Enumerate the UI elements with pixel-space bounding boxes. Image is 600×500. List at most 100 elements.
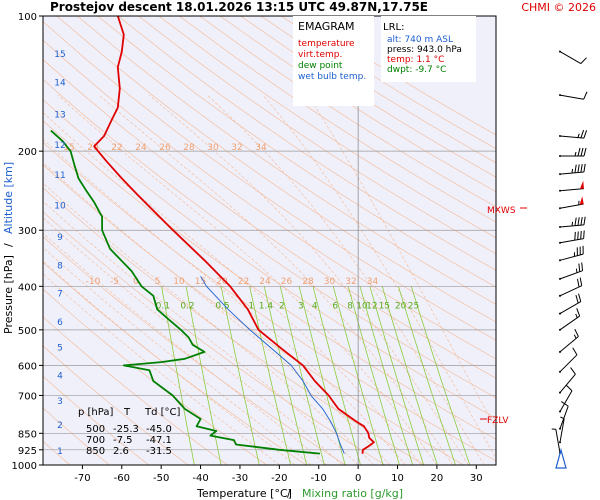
wind-barb-pennant	[579, 180, 584, 189]
wind-barb	[559, 196, 584, 210]
lrl-heading: LRL:	[383, 22, 404, 33]
level-table: p [hPa] T Td [°C] 500 -25.3 -45.0 700 -7…	[78, 407, 181, 457]
table-header-td: Td [°C]	[144, 407, 181, 418]
mixing-ratio-label: 12	[366, 301, 377, 311]
mixing-ratio-label: 0.1	[156, 301, 170, 311]
wind-barb	[559, 129, 588, 139]
legend-item-temperature: temperature	[298, 39, 355, 49]
wind-barb	[559, 230, 585, 244]
mixing-ratio-label: 2	[279, 301, 285, 311]
mixing-ratio-label: 4	[312, 301, 318, 311]
saturated-adiabat-line	[43, 200, 359, 465]
lrl-background	[381, 16, 476, 82]
dry-adiabat-line	[97, 16, 496, 288]
wind-barb	[559, 347, 578, 373]
x-tick-label: 10	[391, 473, 404, 484]
wind-barb-base	[559, 173, 561, 176]
dry-adiabat-line	[43, 59, 496, 379]
dry-adiabat-line	[43, 78, 496, 399]
theta-label: 30	[324, 277, 336, 287]
wind-barb-full	[583, 230, 585, 239]
altitude-tick-label: 8	[57, 262, 63, 272]
wind-barb	[559, 245, 584, 262]
theta-label: 34	[255, 143, 267, 153]
y-tick-label: 600	[18, 361, 37, 372]
wind-barb-shaft	[559, 188, 584, 192]
altitude-tick-label: 7	[57, 290, 63, 300]
series-temperature	[93, 16, 375, 454]
legend-item-wet-bulb: wet bulb temp.	[298, 72, 366, 82]
altitude-tick-label: 14	[54, 79, 66, 89]
legend-heading: EMAGRAM	[298, 20, 355, 33]
dry-adiabat-line	[138, 16, 496, 255]
theta-label: 32	[231, 143, 242, 153]
wind-barb-full	[579, 277, 583, 286]
mixing-ratio-label: 0.2	[180, 301, 194, 311]
theta-label: 20	[216, 277, 228, 287]
lrl-altitude: alt: 740 m ASL	[387, 35, 453, 45]
mixing-ratio-label: 3	[298, 301, 304, 311]
wind-barb-full	[574, 231, 576, 241]
x-tick-label: -10	[311, 473, 327, 484]
x-axis-label-temperature: Temperature [°C]	[196, 487, 292, 500]
altitude-tick-label: 12	[54, 141, 65, 151]
legend-item-dew-point: dew point	[298, 61, 343, 71]
wind-barb	[559, 277, 583, 297]
wind-barb-base	[559, 189, 561, 192]
mixing-ratio-label: 8	[347, 301, 353, 311]
wind-barb-base	[559, 370, 561, 373]
wind-barb-half	[571, 221, 574, 227]
altitude-tick-label: 3	[57, 397, 63, 407]
wind-barb-full	[583, 91, 588, 100]
x-tick-label: 0	[355, 473, 361, 484]
theta-label: 10	[173, 277, 185, 287]
wind-barb-full	[576, 247, 578, 256]
saturated-adiabat-line	[43, 260, 296, 465]
table-header-t: T	[123, 407, 131, 418]
dry-adiabat-line	[158, 16, 496, 239]
mxws-marker: MXWS	[487, 206, 527, 216]
table-row-850-td: -31.5	[146, 446, 172, 457]
altitude-tick-label: 15	[54, 50, 65, 60]
wind-barb	[559, 293, 582, 315]
dry-adiabat-line	[43, 21, 496, 341]
wind-barb-full	[580, 147, 584, 157]
wind-barb-half	[560, 416, 565, 420]
x-tick-label: -50	[153, 473, 169, 484]
table-row-850-t: 2.6	[113, 446, 129, 457]
wind-barb-half	[571, 168, 574, 174]
saturated-adiabat-line	[149, 94, 469, 465]
wind-barb	[559, 328, 579, 353]
altitude-tick-label: 11	[54, 171, 65, 181]
dry-adiabat-line	[56, 16, 496, 323]
wind-barb-half	[551, 428, 556, 430]
legend-item-virt-temp: virt.temp.	[298, 50, 342, 60]
wind-barb	[559, 163, 586, 176]
theta-label: 28	[302, 277, 314, 287]
y-tick-label: 100	[18, 12, 37, 23]
fzlv-label: FZLV	[487, 416, 509, 426]
wind-barb-shaft	[559, 301, 582, 315]
wind-barb	[559, 367, 576, 394]
theta-label: 22	[238, 277, 249, 287]
altitude-tick-label: 13	[54, 111, 65, 121]
y-tick-label: 850	[18, 429, 37, 440]
wind-barb	[559, 401, 569, 430]
wind-barb-base	[559, 427, 561, 430]
y-axis-label-pressure: Pressure [hPa]	[2, 255, 15, 334]
wind-barb-base	[559, 277, 561, 280]
wind-barb-full	[565, 384, 573, 392]
legend-box: EMAGRAM temperature virt.temp. dew point…	[293, 16, 374, 106]
wind-barbs	[551, 50, 588, 469]
wind-barb-base	[559, 294, 561, 297]
dry-adiabat-line	[43, 39, 496, 360]
wind-barb-half	[573, 252, 575, 257]
wind-barb-full	[578, 263, 581, 272]
theta-label: 30	[207, 143, 219, 153]
saturated-adiabat-line	[43, 182, 375, 465]
mxws-label: MXWS	[487, 206, 516, 216]
mixing-ratio-label: 10	[356, 301, 368, 311]
saturated-adiabat-line	[43, 217, 343, 465]
wind-barb-base	[559, 241, 561, 244]
wind-barb-shaft	[559, 203, 584, 209]
